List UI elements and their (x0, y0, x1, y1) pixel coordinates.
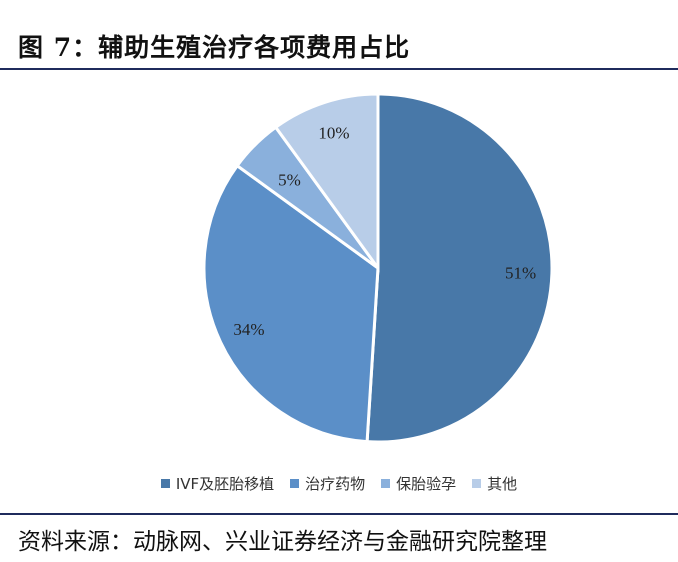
slice-ivf (365, 92, 554, 444)
legend-swatch (290, 479, 300, 488)
legend-item-pregnancy: 保胎验孕 (381, 473, 456, 494)
slice-drugs (202, 163, 380, 444)
legend: IVF及胚胎移植 治疗药物 保胎验孕 其他 (0, 473, 678, 494)
pie-chart: 51% 34% 5% 10% (202, 92, 554, 444)
slice-label-other: 10% (318, 123, 349, 142)
legend-label: 保胎验孕 (396, 475, 457, 493)
legend-label: 治疗药物 (305, 475, 366, 493)
legend-swatch (381, 479, 391, 488)
source-divider (0, 513, 678, 515)
legend-swatch (160, 479, 170, 488)
slice-label-pregnancy-test: 5% (278, 170, 301, 189)
slice-label-drugs: 34% (233, 320, 264, 339)
slice-other (273, 92, 380, 273)
title-divider (0, 68, 678, 70)
slice-label-ivf: 51% (505, 263, 536, 282)
legend-item-drugs: 治疗药物 (290, 473, 365, 494)
legend-item-ivf: IVF及胚胎移植 (160, 473, 275, 494)
source-note: 资料来源：动脉网、兴业证券经济与金融研究院整理 (18, 529, 547, 555)
legend-item-other: 其他 (472, 473, 517, 494)
legend-label: 其他 (487, 475, 518, 493)
legend-label: IVF及胚胎移植 (175, 475, 275, 493)
legend-swatch (472, 479, 482, 488)
chart-title: 图 7：辅助生殖治疗各项费用占比 (18, 33, 411, 62)
